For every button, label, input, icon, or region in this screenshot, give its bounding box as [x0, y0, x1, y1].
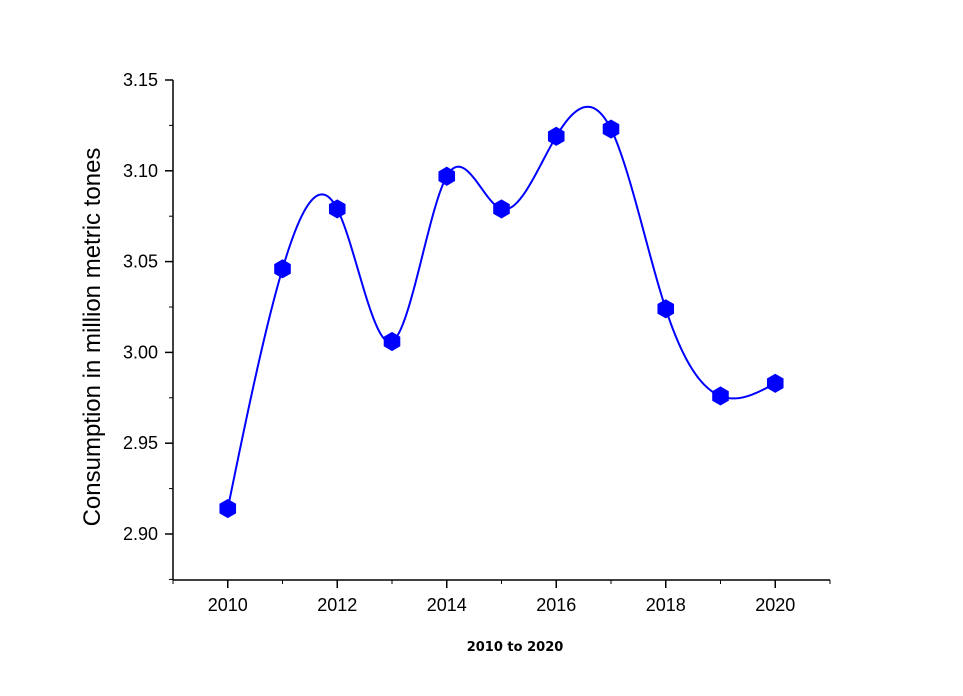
data-point [328, 199, 346, 219]
y-tick-label: 3.15 [123, 70, 158, 90]
y-tick-label: 2.95 [123, 433, 158, 453]
y-axis-label: Consumption in million metric tones [79, 148, 106, 527]
series-line [226, 105, 776, 509]
data-point [383, 331, 401, 352]
x-tick-label: 2012 [317, 595, 357, 615]
data-point [657, 299, 675, 319]
data-point [712, 386, 729, 406]
y-tick-label: 2.90 [123, 524, 158, 544]
data-point [438, 166, 456, 186]
data-markers [219, 119, 784, 519]
x-tick-label: 2020 [755, 595, 795, 615]
x-tick-label: 2018 [646, 595, 686, 615]
data-point [766, 373, 784, 393]
data-point [274, 259, 291, 279]
y-tick-label: 3.05 [123, 252, 158, 272]
data-point [547, 126, 565, 146]
x-ticks: 2010 2012 2014 2016 2018 2020 [172, 580, 831, 615]
y-tick-label: 3.10 [123, 161, 158, 181]
x-axis: 2010 2012 2014 2016 2018 2020 [172, 579, 831, 615]
data-point [493, 199, 510, 219]
y-tick-label: 3.00 [123, 342, 158, 362]
data-point [602, 119, 620, 139]
y-axis: 2.90 2.95 3.00 3.05 3.10 3.15 [123, 70, 174, 580]
x-tick-label: 2016 [536, 595, 576, 615]
x-tick-label: 2014 [427, 595, 467, 615]
x-axis-label: 2010 to 2020 [467, 640, 564, 655]
data-point [219, 499, 237, 519]
y-ticks: 2.90 2.95 3.00 3.05 3.10 3.15 [123, 70, 173, 580]
x-tick-label: 2010 [208, 595, 248, 615]
